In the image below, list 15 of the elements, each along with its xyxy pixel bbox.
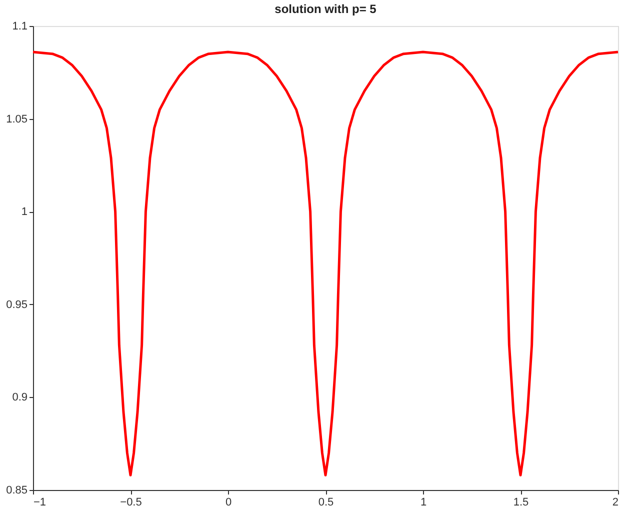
y-tick-label: 1.05 (6, 113, 28, 126)
chart-title: solution with p= 5 (274, 2, 377, 16)
y-tick-label: 1.1 (12, 20, 28, 32)
x-tick-label: −0.5 (120, 496, 142, 508)
x-tick-label: 1 (420, 496, 427, 508)
y-tick-label: 1 (21, 206, 28, 218)
x-tick-label: 1.5 (513, 496, 529, 508)
x-tick-label: −1 (34, 496, 46, 508)
y-tick-label: 0.85 (6, 484, 28, 496)
x-tick-label: 0.5 (318, 496, 334, 508)
x-tick-label: 2 (612, 496, 618, 508)
x-tick-label: 0 (225, 496, 232, 508)
line-series (32, 50, 620, 476)
y-tick-label: 0.9 (12, 392, 28, 404)
y-tick-label: 0.95 (6, 298, 28, 311)
